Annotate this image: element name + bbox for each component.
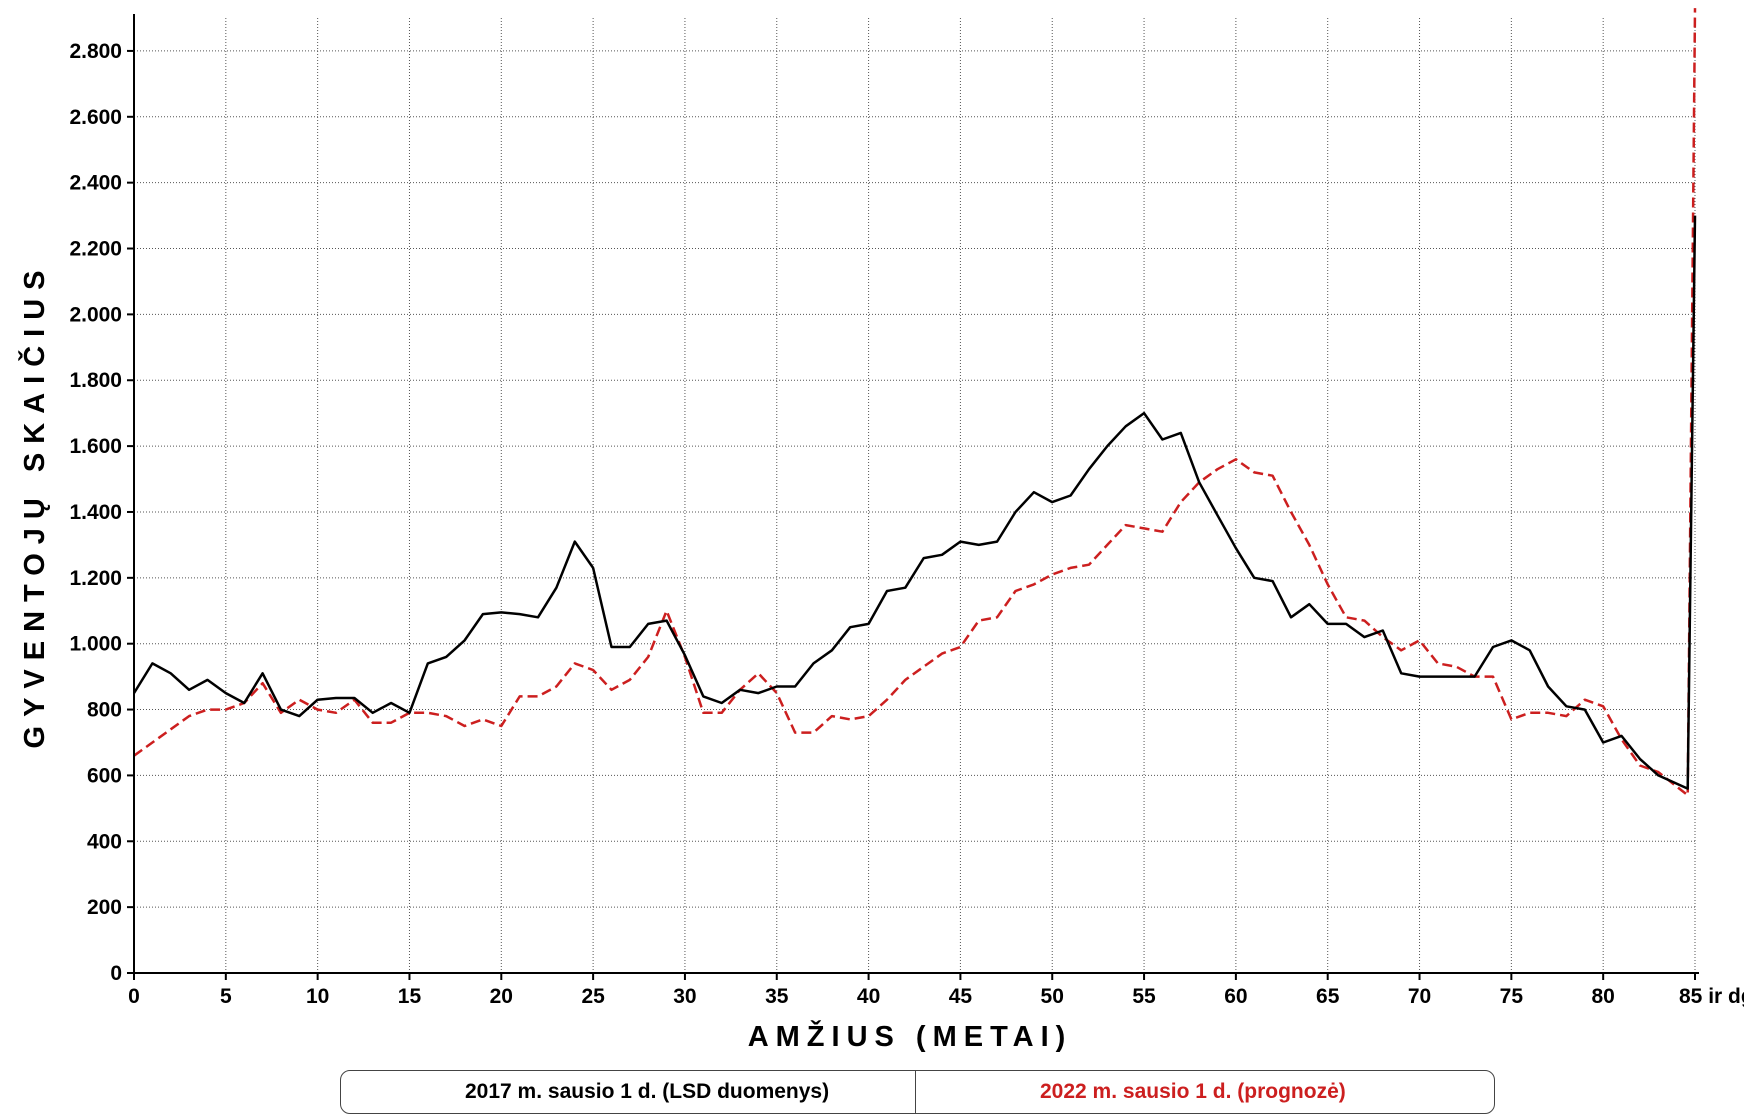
y-tick-label: 1.200 [69, 567, 122, 590]
x-tick-label: 5 [220, 985, 232, 1008]
y-tick-label: 0 [110, 962, 122, 985]
legend: 2017 m. sausio 1 d. (LSD duomenys) 2022 … [340, 1070, 1495, 1114]
population-age-chart: 02004006008001.0001.2001.4001.6001.8002.… [17, 8, 1744, 1053]
y-tick-label: 2.000 [69, 303, 122, 326]
x-tick-label: 40 [857, 985, 880, 1008]
x-tick-label: 20 [490, 985, 513, 1008]
y-tick-label: 2.200 [69, 238, 122, 261]
x-tick-label: 35 [765, 985, 789, 1008]
x-tick-label: 80 [1591, 985, 1614, 1008]
y-tick-label: 2.600 [69, 106, 122, 129]
y-tick-label: 1.800 [69, 369, 122, 392]
x-tick-label: 85 ir dg. [1679, 985, 1744, 1008]
legend-item-2022: 2022 m. sausio 1 d. (prognozė) [915, 1071, 1346, 1113]
legend-label-2017: 2017 m. sausio 1 d. (LSD duomenys) [465, 1080, 830, 1103]
y-tick-label: 2.800 [69, 40, 122, 63]
x-tick-label: 30 [673, 985, 696, 1008]
y-tick-label: 400 [87, 830, 122, 853]
x-tick-label: 65 [1316, 985, 1340, 1008]
series-lines [132, 8, 1697, 797]
grid [134, 18, 1696, 973]
x-tick-label: 75 [1500, 985, 1524, 1008]
x-tick-label: 15 [398, 985, 422, 1008]
x-tick-label: 45 [949, 985, 973, 1008]
x-axis-title: AMŽIUS (METAI) [748, 1019, 1073, 1053]
y-tick-label: 1.000 [69, 633, 122, 656]
x-tick-label: 70 [1408, 985, 1431, 1008]
x-tick-label: 60 [1224, 985, 1247, 1008]
legend-label-2022: 2022 m. sausio 1 d. (prognozė) [1040, 1080, 1346, 1103]
x-tick-label: 50 [1041, 985, 1064, 1008]
x-tick-label: 10 [306, 985, 329, 1008]
x-tick-label: 55 [1132, 985, 1156, 1008]
y-tick-label: 600 [87, 764, 122, 787]
x-tick-label: 0 [128, 985, 140, 1008]
y-tick-label: 200 [87, 896, 122, 919]
y-axis-title: GYVENTOJŲ SKAIČIUS [17, 262, 51, 749]
y-tick-label: 1.400 [69, 501, 122, 524]
x-tick-label: 25 [581, 985, 605, 1008]
series-line-2017 [132, 215, 1697, 790]
series-line-2022 [133, 8, 1697, 797]
y-axis-ticks: 0 200 400 600 800 1.000 1.200 1.400 1.600 1.800 2.… [69, 40, 134, 985]
y-tick-label: 800 [87, 699, 122, 722]
x-axis-ticks: 0 5 10 15 20 25 30 35 40 45 50 55 60 65 70 75 80 85 ir dg… [128, 973, 1744, 1008]
y-tick-label: 2.400 [69, 172, 122, 195]
y-tick-label: 1.600 [69, 435, 122, 458]
legend-item-2017: 2017 m. sausio 1 d. (LSD duomenys) [341, 1071, 915, 1113]
